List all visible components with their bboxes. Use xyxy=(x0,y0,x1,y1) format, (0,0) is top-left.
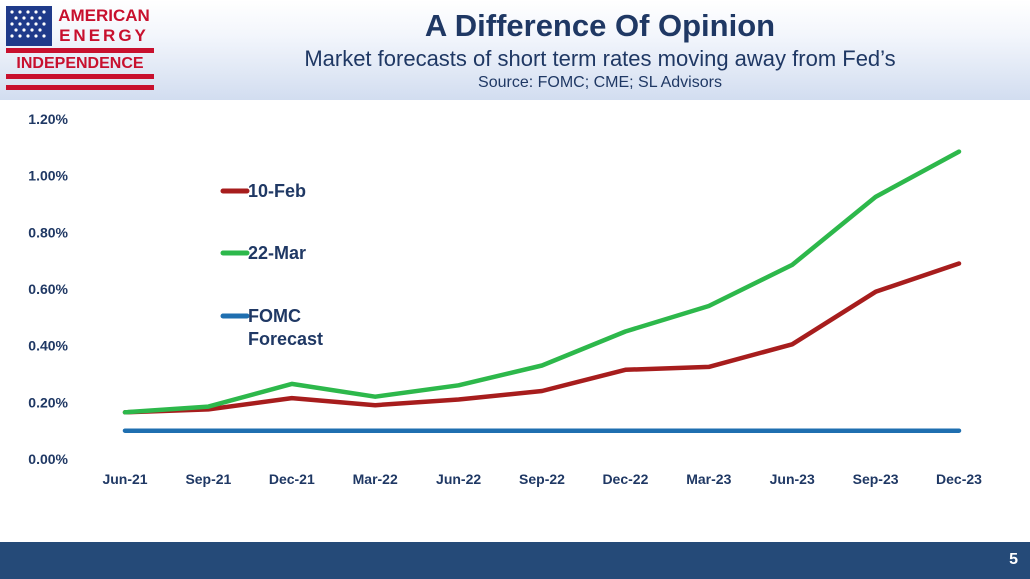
x-tick-label: Jun-22 xyxy=(436,471,481,487)
slide-source: Source: FOMC; CME; SL Advisors xyxy=(478,74,722,91)
logo-flag-stars xyxy=(10,10,46,38)
x-tick-label: Mar-23 xyxy=(686,471,731,487)
logo-text-energy: ENERGY xyxy=(59,26,149,45)
y-tick-label: 0.00% xyxy=(28,451,68,467)
x-tick-label: Sep-23 xyxy=(853,471,899,487)
y-tick-label: 1.20% xyxy=(28,111,68,127)
slide-footer: 5 xyxy=(0,542,1030,579)
x-tick-label: Mar-22 xyxy=(353,471,398,487)
logo-stripe-2 xyxy=(6,74,154,79)
x-tick-label: Dec-21 xyxy=(269,471,315,487)
rate-forecast-line-chart: 0.00% 0.20% 0.40% 0.60% 0.80% 1.00% 1.20% Jun-2… xyxy=(28,111,982,487)
logo-text-american: AMERICAN xyxy=(58,6,150,25)
y-tick-label: 0.40% xyxy=(28,338,68,354)
american-energy-independence-logo: AMERICAN ENERGY INDEPENDENCE xyxy=(6,6,154,90)
slide-subtitle: Market forecasts of short term rates mov… xyxy=(304,46,896,71)
y-tick-label: 1.00% xyxy=(28,168,68,184)
slide-title: A Difference Of Opinion xyxy=(424,8,776,43)
x-tick-label: Dec-23 xyxy=(936,471,982,487)
logo-stripe-1 xyxy=(6,48,154,53)
x-tick-label: Jun-23 xyxy=(770,471,815,487)
legend-label-fomc-forecast-line2: Forecast xyxy=(248,329,323,349)
y-tick-label: 0.20% xyxy=(28,394,68,410)
y-tick-label: 0.60% xyxy=(28,281,68,297)
slide-header: AMERICAN ENERGY INDEPENDENCE A Differenc… xyxy=(0,0,1030,100)
legend-label-fomc-forecast: FOMC xyxy=(248,306,301,326)
legend-label-22-mar: 22-Mar xyxy=(248,243,306,263)
legend-label-10-feb: 10-Feb xyxy=(248,181,306,201)
x-tick-label: Jun-21 xyxy=(102,471,147,487)
series-line-10-feb xyxy=(122,261,962,415)
series-line-22-mar xyxy=(122,149,962,415)
logo-stripe-3 xyxy=(6,85,154,90)
x-tick-label: Dec-22 xyxy=(602,471,648,487)
x-tick-label: Sep-21 xyxy=(185,471,231,487)
page-number: 5 xyxy=(1009,551,1018,568)
logo-text-independence: INDEPENDENCE xyxy=(16,55,143,72)
y-tick-label: 0.80% xyxy=(28,224,68,240)
x-tick-label: Sep-22 xyxy=(519,471,565,487)
